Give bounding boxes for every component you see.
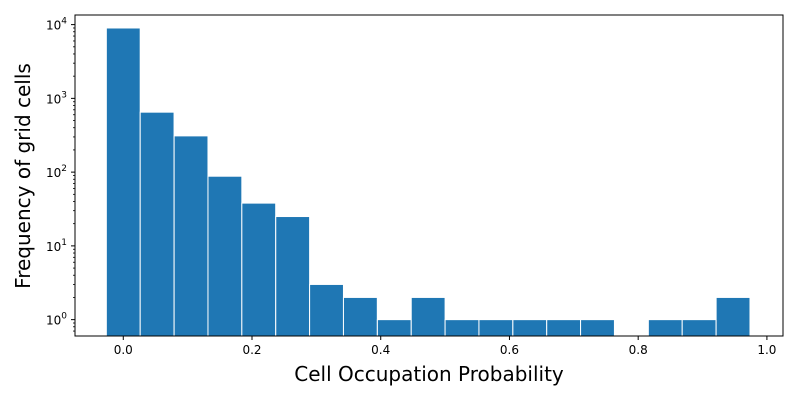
histogram-bar [647,319,683,337]
x-tick-label: 1.0 [757,343,776,357]
bars-group [105,27,751,337]
histogram-bar [512,319,548,337]
histogram-bar [444,319,480,337]
histogram-bar [275,216,311,337]
histogram-bar [105,27,141,337]
histogram-bar [410,296,446,337]
y-tick-label: 100 [46,312,67,328]
histogram-bar [715,296,751,337]
histogram-bar [376,319,412,337]
y-tick-label: 104 [46,17,67,33]
y-tick-label: 103 [46,90,67,106]
histogram-bar [241,202,277,337]
x-tick-label: 0.2 [242,343,261,357]
y-tick-label: 101 [46,238,67,254]
histogram-bar [309,283,344,337]
x-tick-label: 0.8 [629,343,648,357]
histogram-bar [342,296,378,337]
histogram-bar [139,111,175,337]
histogram-bar [580,319,615,337]
histogram-bar [681,319,717,337]
y-tick-label: 102 [46,164,67,180]
x-axis-label: Cell Occupation Probability [294,362,564,386]
histogram-bar [173,135,209,337]
x-tick-label: 0.0 [114,343,133,357]
y-axis-ticks: 100 101 102 103 104 [46,17,75,332]
y-axis-label: Frequency of grid cells [11,63,35,289]
x-tick-label: 0.6 [500,343,519,357]
x-tick-label: 0.4 [371,343,390,357]
histogram-bar [546,319,582,337]
histogram-bar [207,175,243,337]
histogram-bar [478,319,514,337]
x-axis-ticks: 0.0 0.2 0.4 0.6 0.8 1.0 [114,336,776,357]
